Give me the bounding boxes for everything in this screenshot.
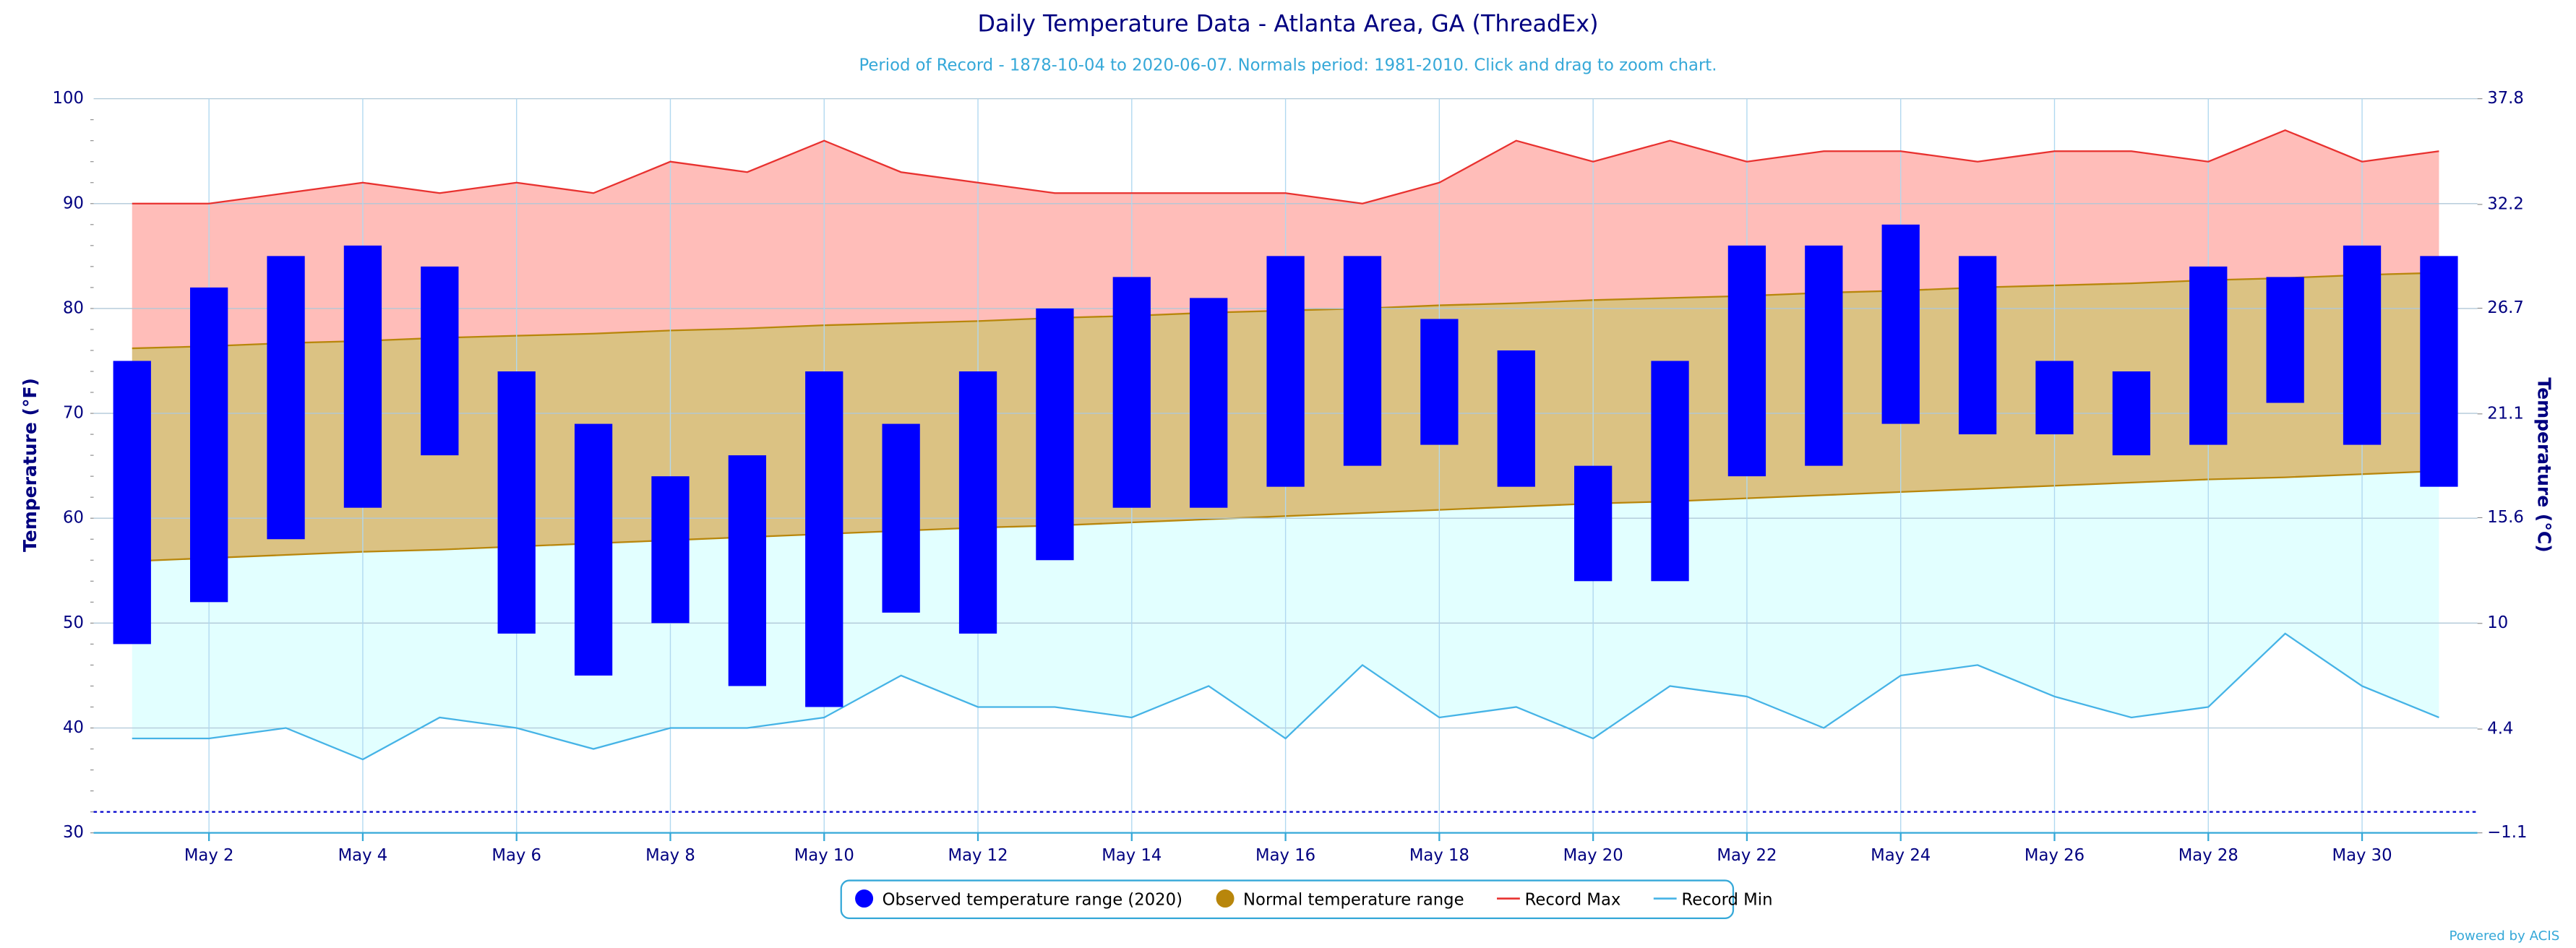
x-tick-label: May 18 <box>1409 846 1469 865</box>
record-line <box>132 129 2439 204</box>
legend-label[interactable]: Record Min <box>1681 890 1772 909</box>
observed-range-bar <box>1805 245 1843 466</box>
y-tick-label: 100 <box>53 89 84 108</box>
y2-tick-label: 26.7 <box>2487 298 2524 317</box>
observed-range-bar <box>1190 298 1228 508</box>
y2-tick-label: 10 <box>2487 613 2508 632</box>
x-tick-label: May 30 <box>2332 846 2392 865</box>
legend-swatch <box>1216 889 1235 908</box>
observed-range-bar <box>2035 361 2074 435</box>
y-tick-label: 40 <box>63 718 84 737</box>
x-tick-label: May 24 <box>1871 846 1931 865</box>
observed-range-bar <box>1958 256 1997 435</box>
y2-tick-label: 15.6 <box>2487 508 2524 527</box>
observed-range-bar <box>574 423 613 676</box>
x-tick-label: May 6 <box>491 846 541 865</box>
observed-range-bar <box>1574 465 1613 582</box>
x-tick-label: May 20 <box>1563 846 1623 865</box>
observed-range-bar <box>1651 361 1689 582</box>
observed-range-bar <box>1343 256 1382 466</box>
x-tick-label: May 28 <box>2178 846 2238 865</box>
legend-label[interactable]: Record Max <box>1525 890 1621 909</box>
observed-range-bar <box>2266 277 2304 403</box>
record-line <box>132 632 2439 761</box>
y-tick-label: 70 <box>63 404 84 423</box>
observed-range-bar <box>2343 245 2382 445</box>
chart-subtitle: Period of Record - 1878-10-04 to 2020-06… <box>859 56 1717 75</box>
y-axis-title: Temperature (°F) <box>20 378 40 552</box>
y2-tick-label: 4.4 <box>2487 719 2513 738</box>
y2-tick-label: 21.1 <box>2487 404 2524 423</box>
legend-swatch <box>855 889 874 908</box>
x-tick-label: May 16 <box>1255 846 1315 865</box>
y-tick-label: 30 <box>63 823 84 842</box>
x-tick-label: May 10 <box>794 846 854 865</box>
x-tick-label: May 2 <box>184 846 234 865</box>
observed-range-bar <box>1497 350 1535 487</box>
observed-range-bar <box>882 423 920 613</box>
chart-title: Daily Temperature Data - Atlanta Area, G… <box>977 9 1598 37</box>
observed-range-bar <box>2112 371 2151 456</box>
y2-tick-label: 32.2 <box>2487 194 2524 213</box>
y-tick-label: 50 <box>63 613 84 632</box>
footer-credit[interactable]: Powered by ACIS <box>2449 928 2559 944</box>
observed-range-bar <box>651 476 690 624</box>
y-tick-label: 90 <box>63 194 84 212</box>
observed-range-bar <box>728 455 767 686</box>
legend-label[interactable]: Normal temperature range <box>1243 890 1464 909</box>
x-tick-label: May 14 <box>1102 846 1162 865</box>
y-tick-label: 80 <box>63 298 84 317</box>
x-tick-label: May 26 <box>2025 846 2085 865</box>
observed-range-bar <box>1266 256 1305 487</box>
legend-box <box>840 879 1735 919</box>
x-tick-label: May 22 <box>1717 846 1777 865</box>
observed-range-bar <box>1727 245 1766 477</box>
y2-axis-title: Temperature (°C) <box>2534 377 2555 552</box>
y-tick-label: 60 <box>63 509 84 527</box>
observed-range-bar <box>1036 308 1074 561</box>
observed-range-bar <box>2189 266 2228 445</box>
observed-range-bar <box>958 371 997 634</box>
observed-range-bar <box>1881 224 1920 424</box>
legend-label[interactable]: Observed temperature range (2020) <box>883 890 1182 909</box>
x-tick-label: May 12 <box>948 846 1008 865</box>
observed-range-bar <box>1420 319 1459 445</box>
observed-range-bar <box>190 287 228 603</box>
observed-range-bar <box>1112 277 1151 508</box>
observed-range-bar <box>343 245 382 508</box>
observed-range-bar <box>2420 256 2458 487</box>
x-tick-label: May 4 <box>338 846 388 865</box>
observed-range-bar <box>113 361 151 645</box>
observed-range-bar <box>421 266 459 456</box>
observed-range-bar <box>267 256 305 540</box>
observed-range-bar <box>805 371 843 707</box>
observed-range-bar <box>497 371 536 634</box>
y2-tick-label: 37.8 <box>2487 89 2524 108</box>
x-tick-label: May 8 <box>645 846 695 865</box>
y2-tick-label: −1.1 <box>2487 823 2527 842</box>
